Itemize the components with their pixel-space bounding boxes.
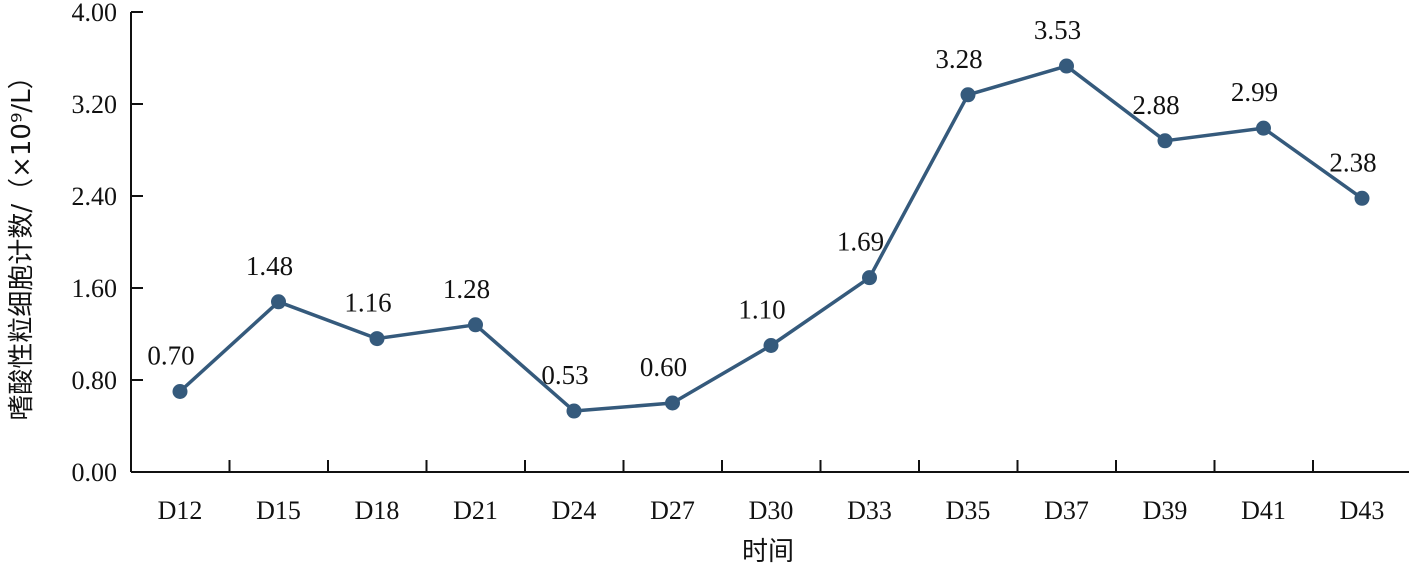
x-tick-label: D37 (1044, 496, 1089, 525)
x-tick-label: D18 (355, 496, 400, 525)
x-tick-label: D39 (1143, 496, 1188, 525)
series-line (178, 64, 1364, 413)
y-tick-label: 0.80 (72, 366, 118, 395)
y-axis-title: 嗜酸性粒细胞计数/（×10⁹/L） (7, 63, 37, 420)
data-point (369, 331, 385, 347)
data-point (1354, 190, 1370, 206)
data-label: 2.38 (1329, 147, 1376, 177)
data-point (1157, 133, 1173, 149)
data-point (862, 270, 877, 286)
data-point (172, 384, 188, 399)
data-label: 1.69 (837, 227, 884, 257)
data-point (665, 395, 680, 411)
data-label: 1.48 (246, 251, 293, 281)
x-tick-label: D35 (946, 496, 991, 525)
data-point (763, 338, 779, 353)
data-label: 1.28 (443, 274, 490, 304)
x-tick-label: D41 (1241, 496, 1286, 525)
x-tick-label: D12 (158, 496, 203, 525)
data-label: 1.16 (344, 288, 391, 318)
series-line-group: 0.70 1.48 1.16 1.28 0.53 0.60 1.10 1.69 3.28 3.53… (147, 15, 1377, 419)
x-tick-label: D30 (749, 496, 794, 525)
x-tick-label: D27 (650, 496, 695, 525)
x-tick-label: D43 (1340, 496, 1385, 525)
data-label: 2.99 (1231, 77, 1278, 107)
x-tick-label: D21 (453, 496, 498, 525)
x-tick-label: D15 (256, 496, 301, 525)
y-tick-label: 0.00 (72, 458, 118, 487)
data-label: 0.53 (541, 360, 588, 390)
data-point (1256, 120, 1271, 136)
data-point (960, 87, 976, 103)
x-tick-label: D33 (847, 496, 892, 525)
data-label: 2.88 (1132, 90, 1179, 120)
data-label: 3.53 (1034, 15, 1081, 45)
data-point (566, 403, 582, 419)
y-tick-label: 1.60 (72, 274, 118, 303)
axes: 0.00 0.80 1.60 2.40 3.20 4.00 D12 D15 D18 D21 D24 D… (72, 0, 1409, 525)
x-axis-title: 时间 (742, 537, 794, 567)
data-point (1059, 58, 1074, 74)
data-point (468, 317, 483, 333)
data-label: 1.10 (738, 295, 785, 325)
y-tick-label: 3.20 (72, 90, 118, 119)
y-tick-label: 4.00 (72, 0, 118, 27)
data-point (271, 294, 286, 310)
data-label: 0.70 (147, 341, 194, 371)
data-label: 0.60 (640, 352, 687, 382)
x-tick-label: D24 (552, 496, 597, 525)
data-label: 3.28 (935, 44, 982, 74)
y-tick-label: 2.40 (72, 182, 118, 211)
